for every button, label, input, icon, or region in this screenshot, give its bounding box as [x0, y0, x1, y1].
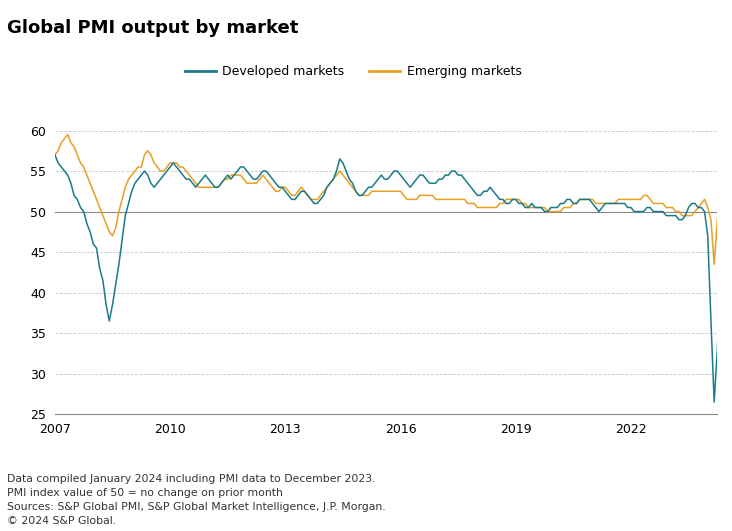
Text: Data compiled January 2024 including PMI data to December 2023.
PMI index value : Data compiled January 2024 including PMI… — [7, 474, 386, 526]
Legend: Developed markets, Emerging markets: Developed markets, Emerging markets — [179, 60, 526, 83]
Text: Global PMI output by market: Global PMI output by market — [7, 19, 299, 37]
